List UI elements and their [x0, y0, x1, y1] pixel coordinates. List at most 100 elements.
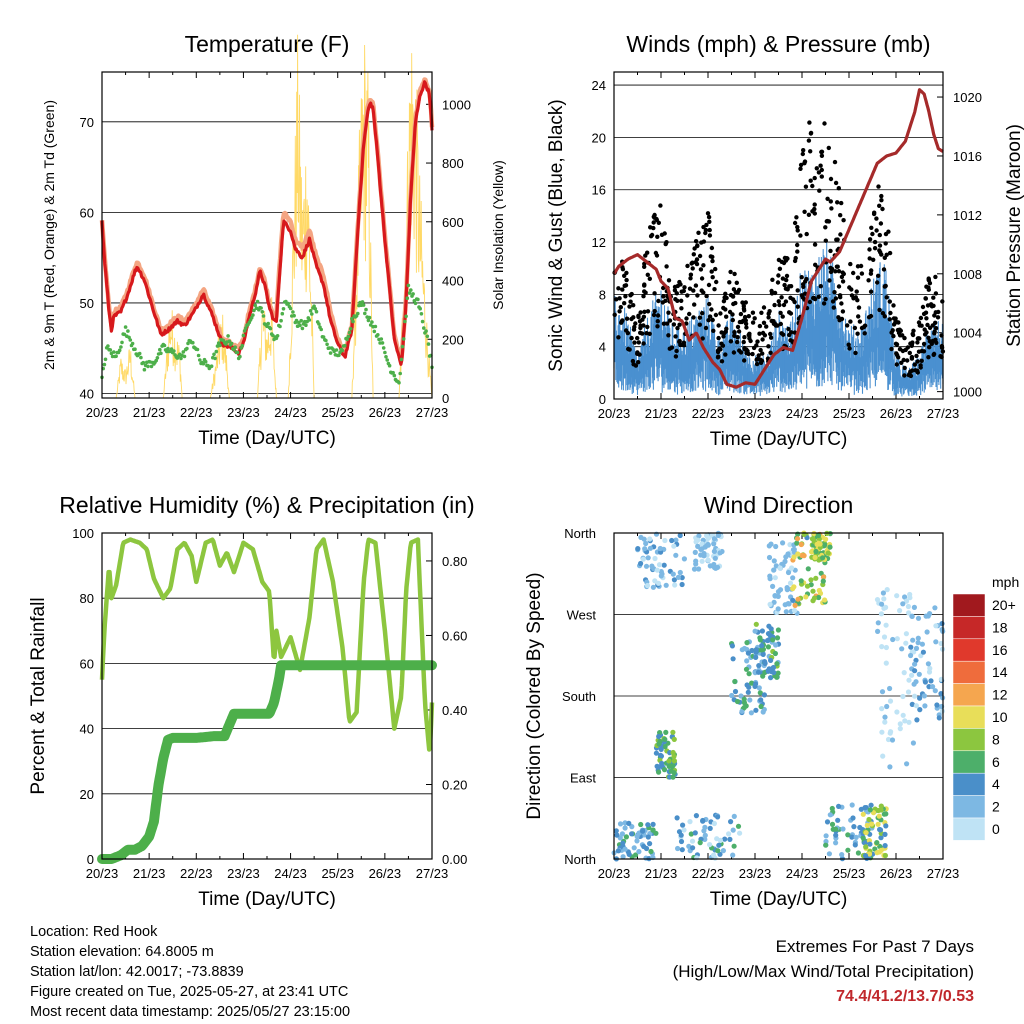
dewpoint-point — [226, 334, 230, 338]
gust-point — [935, 315, 941, 320]
gust-point — [833, 269, 838, 274]
direction-point — [867, 841, 873, 847]
direction-point — [681, 827, 687, 833]
gust-point — [642, 282, 647, 287]
gust-point — [926, 276, 931, 281]
dewpoint-point — [139, 355, 143, 360]
gust-point — [709, 269, 714, 274]
direction-point — [746, 684, 752, 690]
x-tick-label: 23/23 — [739, 866, 772, 881]
direction-point — [760, 709, 766, 715]
dewpoint-point — [142, 367, 147, 372]
gust-point — [623, 294, 628, 299]
direction-point — [787, 542, 793, 548]
gust-point — [713, 312, 719, 318]
dewpoint-point — [255, 299, 260, 304]
direction-point — [767, 601, 773, 608]
gust-point — [623, 283, 629, 288]
gust-point — [709, 245, 715, 251]
direction-point — [759, 643, 765, 649]
y-axis-label: Sonic Wind & Gust (Blue, Black) — [546, 99, 567, 371]
gust-point — [645, 272, 650, 277]
direction-point — [773, 642, 779, 648]
gust-point — [746, 314, 751, 319]
direction-point — [694, 855, 700, 861]
dewpoint-point — [405, 296, 410, 301]
gust-point — [855, 298, 860, 303]
direction-point — [746, 671, 752, 677]
direction-point — [790, 575, 796, 581]
panel-3: Relative Humidity (%) & Precipitation (i… — [28, 492, 475, 910]
direction-point — [760, 673, 766, 679]
direction-point — [916, 671, 922, 677]
gust-point — [855, 331, 860, 336]
plot-frame — [613, 71, 944, 400]
dewpoint-series — [100, 283, 434, 385]
gust-point — [933, 310, 938, 315]
direction-point — [909, 613, 915, 619]
direction-point — [614, 832, 620, 838]
direction-point — [695, 537, 701, 543]
direction-point — [897, 721, 903, 727]
gust-point — [819, 153, 825, 158]
gust-point — [624, 316, 630, 321]
direction-point — [705, 542, 711, 548]
direction-point — [813, 548, 819, 555]
gust-point — [907, 350, 912, 356]
direction-point — [756, 663, 762, 669]
direction-point — [645, 834, 651, 840]
gust-point — [635, 335, 640, 341]
gust-point — [795, 224, 800, 230]
gust-point — [757, 323, 763, 329]
colorbar-label: 2 — [992, 799, 1000, 815]
direction-point — [670, 571, 676, 577]
x-tick-label: 27/23 — [927, 406, 960, 421]
gust-point — [721, 299, 727, 304]
gust-point — [795, 249, 800, 254]
gust-point — [632, 340, 637, 345]
recent-timestamp: Most recent data timestamp: 2025/05/27 2… — [30, 1004, 351, 1020]
direction-point — [900, 693, 906, 700]
dewpoint-point — [185, 346, 189, 351]
direction-point — [810, 598, 816, 604]
dewpoint-point — [241, 333, 246, 338]
direction-point — [671, 543, 677, 549]
dewpoint-point — [123, 325, 128, 329]
gust-point — [877, 307, 882, 313]
direction-point — [759, 628, 766, 634]
direction-point — [629, 831, 635, 837]
direction-point — [883, 644, 890, 651]
direction-point — [875, 620, 881, 626]
gust-point — [881, 267, 887, 272]
gust-point — [648, 234, 654, 239]
gust-point — [733, 300, 738, 306]
gust-point — [788, 284, 794, 289]
gust-point — [818, 284, 823, 289]
gust-point — [669, 345, 675, 350]
dewpoint-point — [117, 348, 122, 353]
direction-point — [711, 852, 717, 858]
gust-point — [918, 315, 924, 321]
y-right-tick-label: 800 — [442, 156, 464, 171]
gust-point — [711, 328, 716, 333]
gust-point — [636, 314, 641, 320]
dewpoint-point — [209, 364, 214, 369]
gust-point — [887, 299, 892, 304]
gust-point — [744, 325, 749, 330]
dewpoint-point — [363, 311, 367, 316]
direction-point — [775, 606, 781, 612]
gust-point — [857, 319, 863, 324]
rh-line — [99, 537, 435, 752]
direction-point — [702, 832, 708, 839]
dewpoint-point — [401, 337, 406, 341]
direction-point — [663, 582, 669, 588]
direction-point — [866, 851, 873, 857]
direction-point — [619, 831, 626, 837]
dewpoint-point — [218, 343, 222, 348]
direction-point — [878, 803, 884, 809]
gust-point — [633, 321, 638, 326]
direction-point — [674, 815, 680, 821]
gust-point — [655, 313, 661, 318]
gust-point — [616, 335, 621, 340]
dewpoint-point — [346, 334, 351, 339]
